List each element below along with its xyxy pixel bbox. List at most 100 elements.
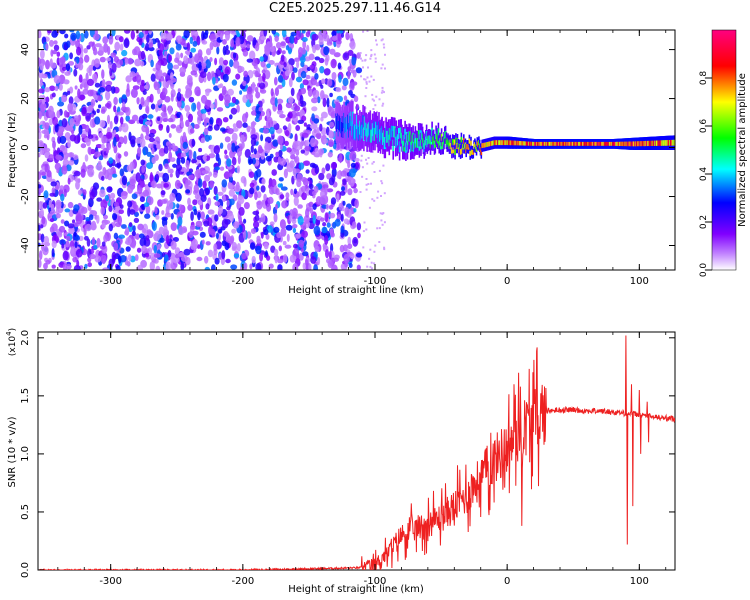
noise-cell [271, 169, 278, 176]
noise-cell [373, 250, 376, 253]
signal-cell [437, 128, 440, 136]
noise-cell [383, 120, 386, 123]
signal-cell [427, 136, 429, 145]
noise-cell [164, 96, 171, 103]
noise-cell [203, 118, 207, 128]
noise-cell [164, 212, 172, 218]
noise-cell [291, 147, 297, 155]
noise-cell [41, 94, 46, 105]
noise-cell [273, 156, 279, 163]
noise-cell [339, 244, 345, 253]
noise-cell [141, 124, 148, 133]
noise-cell [93, 244, 98, 250]
noise-cell [284, 244, 292, 249]
noise-cell [248, 171, 255, 178]
noise-cell [278, 149, 283, 157]
noise-cell [74, 175, 78, 182]
noise-cell [342, 200, 346, 206]
noise-cell [232, 127, 239, 132]
noise-cell [285, 102, 293, 109]
noise-cell [247, 35, 254, 42]
noise-cell [201, 239, 205, 245]
noise-cell [230, 235, 235, 244]
noise-cell [125, 227, 130, 236]
noise-cell [140, 159, 146, 166]
noise-cell [185, 189, 191, 194]
noise-cell [54, 85, 59, 92]
noise-cell [273, 122, 280, 130]
noise-cell [93, 58, 100, 68]
noise-cell [383, 91, 385, 94]
noise-cell [185, 160, 190, 169]
noise-cell [121, 122, 129, 133]
noise-cell [326, 78, 333, 87]
noise-cell [292, 167, 297, 176]
noise-cell [69, 52, 73, 60]
signal-cell [556, 141, 559, 146]
noise-cell [252, 37, 257, 46]
noise-cell [201, 40, 208, 45]
noise-cell [209, 41, 214, 51]
noise-cell [121, 191, 128, 196]
noise-cell [67, 126, 74, 132]
noise-cell [343, 218, 350, 225]
signal-cell [667, 140, 670, 146]
noise-cell [311, 106, 318, 112]
noise-cell [106, 168, 113, 176]
noise-cell [160, 190, 166, 196]
noise-cell [85, 112, 91, 122]
noise-cell [277, 84, 283, 89]
noise-cell [132, 225, 136, 232]
noise-cell [177, 252, 185, 257]
noise-cell [347, 49, 354, 57]
noise-cell [364, 59, 367, 62]
noise-cell [127, 57, 134, 65]
noise-cell [212, 76, 216, 85]
noise-cell [360, 57, 362, 60]
noise-cell [292, 263, 299, 270]
noise-cell [323, 138, 329, 144]
noise-cell [200, 108, 207, 115]
noise-cell [150, 73, 156, 82]
noise-cell [279, 114, 286, 119]
noise-cell [162, 72, 167, 77]
noise-cell [155, 265, 161, 270]
noise-cell [103, 234, 108, 243]
noise-cell [53, 40, 58, 45]
noise-cell [319, 123, 323, 132]
noise-cell [96, 197, 103, 202]
noise-cell [80, 143, 87, 149]
noise-cell [108, 258, 114, 268]
noise-cell [197, 211, 201, 221]
noise-cell [168, 133, 172, 138]
noise-cell [276, 232, 282, 239]
noise-cell [290, 87, 295, 97]
signal-cell [394, 136, 397, 149]
signal-cell [570, 141, 572, 146]
noise-cell [270, 245, 276, 253]
noise-cell [125, 246, 131, 252]
noise-cell [380, 67, 383, 70]
noise-cell [62, 262, 68, 270]
noise-cell [43, 127, 49, 137]
noise-cell [380, 91, 383, 94]
noise-cell [160, 31, 167, 40]
noise-cell [89, 191, 96, 200]
noise-cell [162, 79, 167, 88]
noise-cell [188, 96, 195, 103]
noise-cell [40, 233, 45, 243]
noise-cell [60, 193, 65, 202]
noise-cell [243, 262, 248, 269]
noise-cell [162, 172, 170, 183]
noise-cell [209, 180, 215, 189]
noise-cell [266, 203, 272, 212]
signal-cell [356, 123, 359, 138]
noise-cell [330, 161, 337, 170]
noise-cell [277, 264, 283, 270]
noise-cell [150, 59, 154, 68]
noise-cell [280, 54, 285, 62]
noise-cell [87, 105, 93, 113]
noise-cell [291, 218, 297, 224]
noise-cell [192, 199, 198, 206]
noise-cell [381, 212, 384, 215]
